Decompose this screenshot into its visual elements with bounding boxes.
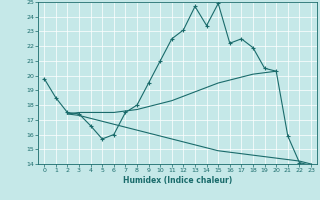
X-axis label: Humidex (Indice chaleur): Humidex (Indice chaleur) bbox=[123, 176, 232, 185]
